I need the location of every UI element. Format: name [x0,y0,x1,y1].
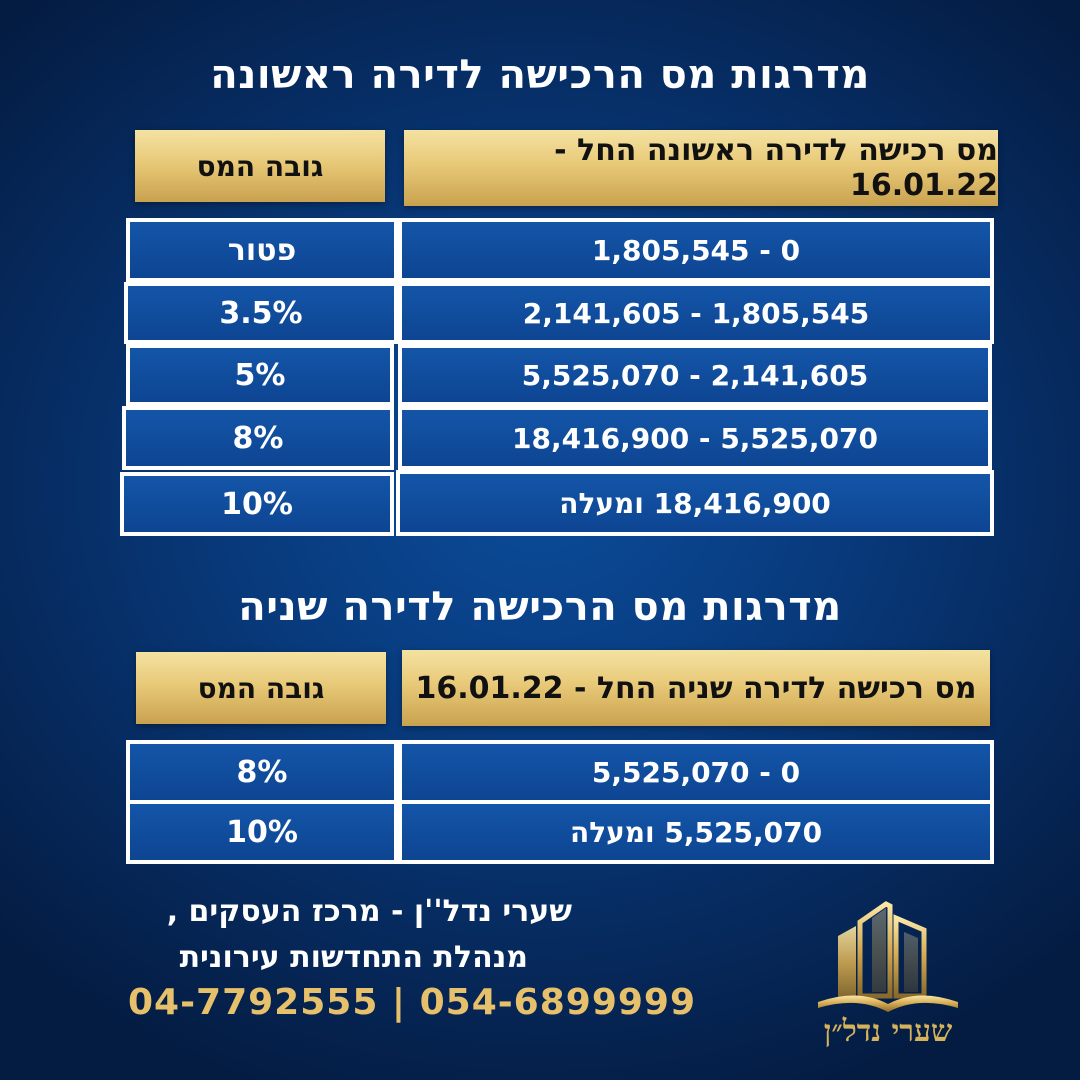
header-range-second: מס רכישה לדירה שניה החל - 16.01.22 [402,650,990,726]
title-first-apartment: מדרגות מס הרכישה לדירה ראשונה [210,52,870,98]
table-row-range: 0 - 1,805,545 [398,218,994,282]
header-rate-second: גובה המס [136,652,386,724]
table-row-rate: 8% [126,740,398,804]
table-row-range: 2,141,605 - 5,525,070 [398,344,992,406]
table-row-range: 18,416,900 ומעלה [396,470,994,536]
header-range-first: מס רכישה לדירה ראשונה החל - 16.01.22 [404,130,998,206]
table-row-rate: 3.5% [124,282,398,344]
table-row-rate: 10% [126,800,398,864]
footer-phones: 04-7792555 | 054-6899999 [128,982,697,1023]
table-row-rate: 5% [126,344,394,406]
title-second-apartment: מדרגות מס הרכישה לדירה שניה [238,584,842,630]
table-row-range: 5,525,070 - 18,416,900 [398,406,992,470]
table-row-range: 5,525,070 ומעלה [398,800,994,864]
company-logo: שערי נדל״ן [798,896,978,1056]
logo-text: שערי נדל״ן [823,1014,953,1049]
header-rate-first: גובה המס [135,130,385,202]
footer-subtitle: מנהלת התחדשות עירונית [179,940,528,975]
table-row-rate: 8% [122,406,394,470]
table-row-range: 0 - 5,525,070 [398,740,994,804]
footer-company: שערי נדל''ן - מרכז העסקים , [166,894,572,929]
table-row-rate: פטור [126,218,398,282]
table-row-rate: 10% [120,472,394,536]
building-logo-icon [818,901,958,1012]
table-row-range: 1,805,545 - 2,141,605 [398,282,994,344]
